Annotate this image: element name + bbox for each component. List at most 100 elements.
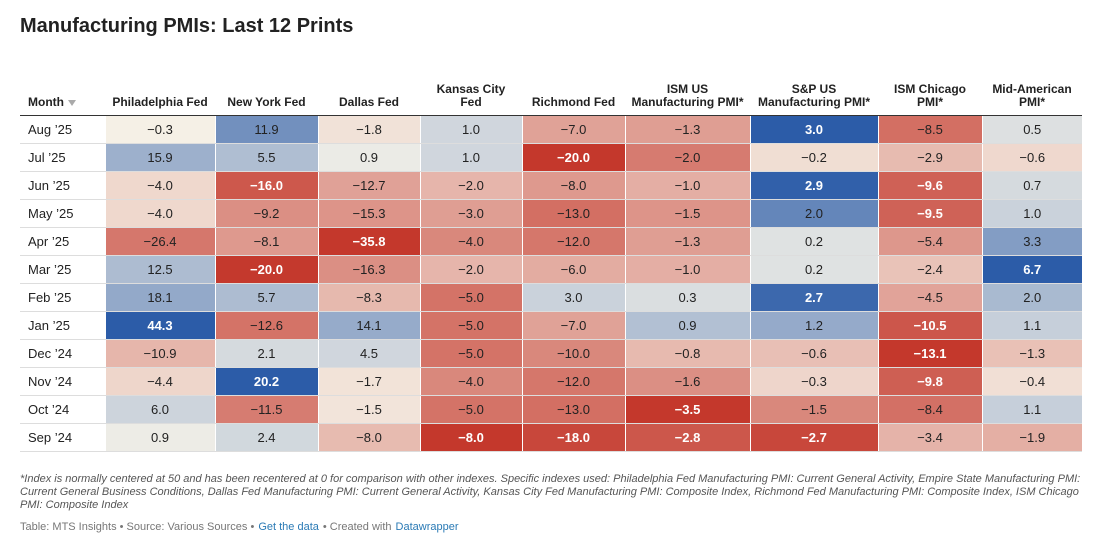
- value-cell: 2.4: [214, 423, 318, 452]
- value-cell: −4.0: [419, 227, 522, 256]
- header-text: Mid-American PMI*: [992, 82, 1072, 109]
- value-cell: −8.0: [521, 171, 625, 200]
- table-row: Aug ’25 −0.3 11.9 −1.8 1.0 −7.0 −1.3 3.0 −8.5 0.5: [20, 115, 1082, 144]
- value-cell: −6.0: [521, 255, 625, 284]
- value-cell: −1.6: [624, 367, 750, 396]
- value-cell: 4.5: [317, 339, 420, 368]
- value-cell: 1.0: [419, 143, 522, 172]
- value-cell: −18.0: [521, 423, 625, 452]
- month-cell: Apr ’25: [20, 227, 105, 256]
- value-cell: −8.4: [877, 395, 982, 424]
- created-with: • Created with: [322, 521, 392, 533]
- value-cell: −2.4: [877, 255, 982, 284]
- value-cell: 18.1: [104, 283, 215, 312]
- month-cell: Mar ’25: [20, 255, 105, 284]
- table-row: Feb ’25 18.1 5.7 −8.3 −5.0 3.0 0.3 2.7 −4.5 2.0: [20, 283, 1082, 312]
- column-header: Mid-American PMI*: [982, 65, 1082, 116]
- month-cell: Aug ’25: [20, 115, 105, 144]
- table-row: Mar ’25 12.5 −20.0 −16.3 −2.0 −6.0 −1.0 0.2 −2.4…: [20, 255, 1082, 284]
- value-cell: −0.6: [981, 143, 1082, 172]
- month-cell: Dec ’24: [20, 339, 105, 368]
- value-cell: 20.2: [214, 367, 318, 396]
- value-cell: −8.0: [419, 423, 522, 452]
- value-cell: 0.2: [749, 227, 878, 256]
- value-cell: 1.2: [749, 311, 878, 340]
- column-header: ISM Chicago PMI*: [878, 65, 982, 116]
- value-cell: −20.0: [214, 255, 318, 284]
- value-cell: −5.0: [419, 311, 522, 340]
- value-cell: −11.5: [214, 395, 318, 424]
- value-cell: −1.7: [317, 367, 420, 396]
- value-cell: −9.2: [214, 199, 318, 228]
- value-cell: −2.0: [624, 143, 750, 172]
- value-cell: −5.0: [419, 283, 522, 312]
- byline: Table: MTS Insights • Source: Various So…: [20, 521, 1082, 533]
- value-cell: 0.5: [981, 115, 1082, 144]
- value-cell: −4.0: [104, 199, 215, 228]
- tool-link[interactable]: Datawrapper: [395, 521, 459, 533]
- value-cell: −15.3: [317, 199, 420, 228]
- column-header: Richmond Fed: [522, 65, 625, 116]
- value-cell: 44.3: [104, 311, 215, 340]
- value-cell: −9.5: [877, 199, 982, 228]
- value-cell: −7.0: [521, 115, 625, 144]
- value-cell: 14.1: [317, 311, 420, 340]
- value-cell: 6.0: [104, 395, 215, 424]
- value-cell: 2.7: [749, 283, 878, 312]
- value-cell: −0.4: [981, 367, 1082, 396]
- table-row: Jul ’25 15.9 5.5 0.9 1.0 −20.0 −2.0 −0.2 −2.9 −0.…: [20, 143, 1082, 172]
- value-cell: −1.8: [317, 115, 420, 144]
- value-cell: 3.0: [749, 115, 878, 144]
- value-cell: 0.9: [624, 311, 750, 340]
- header-text: Kansas City Fed: [436, 82, 506, 109]
- value-cell: 2.1: [214, 339, 318, 368]
- title: Manufacturing PMIs: Last 12 Prints: [20, 15, 354, 37]
- value-cell: −8.1: [214, 227, 318, 256]
- value-cell: −0.3: [749, 367, 878, 396]
- value-cell: −20.0: [521, 143, 625, 172]
- value-cell: −8.0: [317, 423, 420, 452]
- column-header: Philadelphia Fed: [105, 65, 215, 116]
- value-cell: 0.3: [624, 283, 750, 312]
- table-row: Jun ’25 −4.0 −16.0 −12.7 −2.0 −8.0 −1.0 2.9 −9.6…: [20, 171, 1082, 200]
- value-cell: 12.5: [104, 255, 215, 284]
- value-cell: 0.9: [104, 423, 215, 452]
- header-text: New York Fed: [227, 95, 306, 109]
- table-row: May ’25 −4.0 −9.2 −15.3 −3.0 −13.0 −1.5 2.0 −9.5…: [20, 199, 1082, 228]
- value-cell: −0.2: [749, 143, 878, 172]
- month-cell: Jun ’25: [20, 171, 105, 200]
- value-cell: 1.0: [981, 199, 1082, 228]
- value-cell: −4.4: [104, 367, 215, 396]
- value-cell: −1.5: [749, 395, 878, 424]
- value-cell: −2.7: [749, 423, 878, 452]
- sort-arrow: [67, 100, 76, 106]
- month-cell: Jan ’25: [20, 311, 105, 340]
- table-row: Oct ’24 6.0 −11.5 −1.5 −5.0 −13.0 −3.5 −1.5 −8.4…: [20, 395, 1082, 424]
- month-cell: May ’25: [20, 199, 105, 228]
- value-cell: 0.7: [981, 171, 1082, 200]
- value-cell: −12.6: [214, 311, 318, 340]
- value-cell: −1.3: [981, 339, 1082, 368]
- table-row: Apr ’25 −26.4 −8.1 −35.8 −4.0 −12.0 −1.3 0.2 −5.…: [20, 227, 1082, 256]
- value-cell: −4.0: [104, 171, 215, 200]
- month-cell: Oct ’24: [20, 395, 105, 424]
- value-cell: −1.0: [624, 171, 750, 200]
- value-cell: −35.8: [317, 227, 420, 256]
- value-cell: −16.3: [317, 255, 420, 284]
- month-cell: Sep ’24: [20, 423, 105, 452]
- column-header: Kansas City Fed: [420, 65, 522, 116]
- value-cell: −13.0: [521, 199, 625, 228]
- data-table: Month Philadelphia Fed New York Fed Dallas …: [20, 65, 1082, 452]
- value-cell: −8.3: [317, 283, 420, 312]
- value-cell: −1.3: [624, 115, 750, 144]
- value-cell: −12.0: [521, 227, 625, 256]
- month-header[interactable]: Month: [20, 65, 105, 116]
- value-cell: 1.1: [981, 395, 1082, 424]
- data-link[interactable]: Get the data: [258, 521, 319, 533]
- value-cell: 0.9: [317, 143, 420, 172]
- table-row: Sep ’24 0.9 2.4 −8.0 −8.0 −18.0 −2.8 −2.7 −3.4 −1…: [20, 423, 1082, 452]
- value-cell: −5.0: [419, 339, 522, 368]
- column-header: New York Fed: [215, 65, 318, 116]
- value-cell: −0.8: [624, 339, 750, 368]
